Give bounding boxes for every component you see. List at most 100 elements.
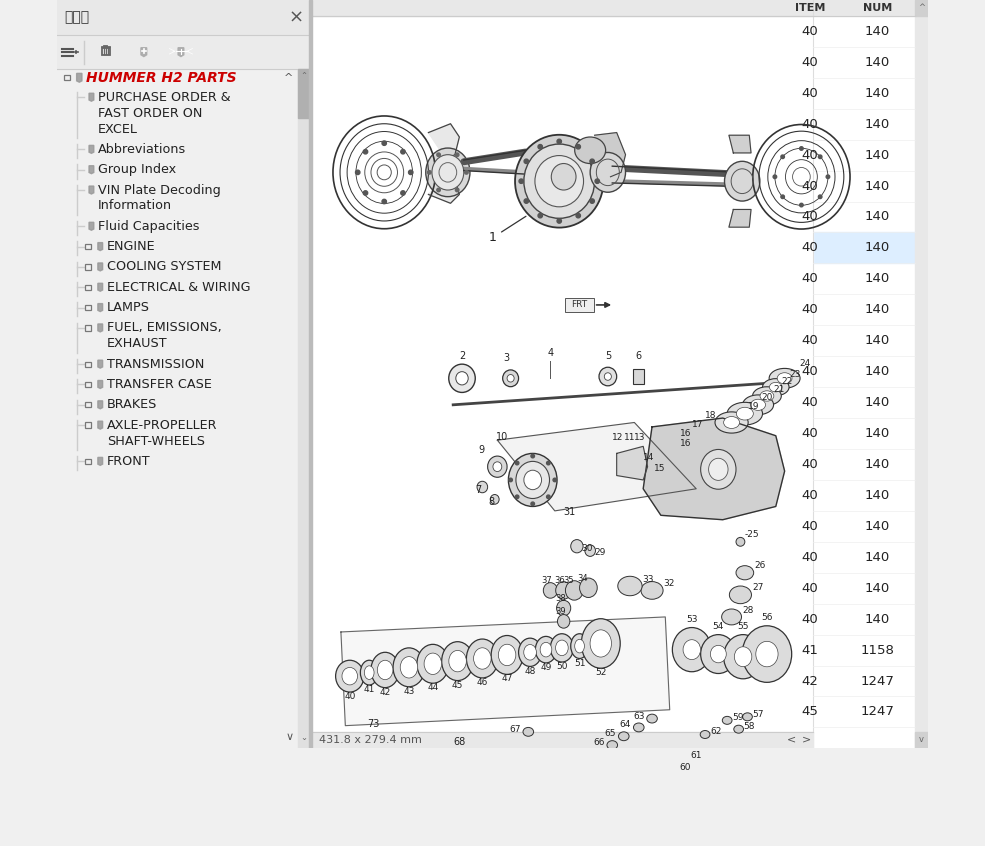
Ellipse shape xyxy=(440,765,519,832)
Text: 40: 40 xyxy=(802,241,819,255)
Text: SHAFT-WHEELS: SHAFT-WHEELS xyxy=(106,435,205,448)
Text: 140: 140 xyxy=(865,519,890,533)
Text: 8: 8 xyxy=(489,497,494,507)
Polygon shape xyxy=(341,617,670,726)
Circle shape xyxy=(538,145,543,149)
Text: 40: 40 xyxy=(802,334,819,347)
Ellipse shape xyxy=(743,395,773,415)
Text: TRANSFER CASE: TRANSFER CASE xyxy=(106,378,212,391)
Polygon shape xyxy=(643,418,785,519)
Ellipse shape xyxy=(426,148,470,196)
Text: 40: 40 xyxy=(802,458,819,471)
Circle shape xyxy=(509,478,512,481)
Ellipse shape xyxy=(673,628,711,672)
Circle shape xyxy=(356,170,360,174)
Bar xyxy=(915,732,928,748)
Circle shape xyxy=(531,502,535,506)
Bar xyxy=(297,69,309,118)
Text: 1247: 1247 xyxy=(861,674,894,688)
Ellipse shape xyxy=(708,459,728,481)
Circle shape xyxy=(547,495,550,498)
Text: NUM: NUM xyxy=(863,3,892,13)
Ellipse shape xyxy=(476,786,492,802)
Circle shape xyxy=(382,200,386,204)
Text: 140: 140 xyxy=(865,241,890,255)
Text: 56: 56 xyxy=(761,613,772,623)
Ellipse shape xyxy=(377,660,393,679)
Text: ∨: ∨ xyxy=(285,732,294,742)
Bar xyxy=(86,284,91,290)
Ellipse shape xyxy=(735,647,752,667)
Bar xyxy=(57,0,309,748)
Circle shape xyxy=(382,141,386,146)
Ellipse shape xyxy=(523,728,534,736)
Ellipse shape xyxy=(467,778,501,809)
Bar xyxy=(86,402,91,408)
Text: 65: 65 xyxy=(605,729,617,739)
Text: 140: 140 xyxy=(865,365,890,378)
Text: 3: 3 xyxy=(503,353,509,363)
Ellipse shape xyxy=(364,666,374,679)
Text: 40: 40 xyxy=(802,56,819,69)
Text: 50: 50 xyxy=(557,662,567,671)
Ellipse shape xyxy=(753,387,781,405)
Circle shape xyxy=(819,155,821,158)
Text: 60: 60 xyxy=(679,763,690,772)
Text: 46: 46 xyxy=(477,678,488,687)
Ellipse shape xyxy=(722,717,732,724)
Polygon shape xyxy=(89,222,94,230)
Text: 140: 140 xyxy=(865,613,890,626)
Circle shape xyxy=(401,190,405,195)
Text: 45: 45 xyxy=(802,706,819,718)
Text: 61: 61 xyxy=(690,751,702,761)
Text: 4: 4 xyxy=(548,349,554,358)
Text: 51: 51 xyxy=(574,658,585,667)
Text: 140: 140 xyxy=(865,272,890,285)
Text: 140: 140 xyxy=(865,582,890,595)
Text: v: v xyxy=(919,735,924,744)
Text: BRAKES: BRAKES xyxy=(106,398,157,411)
Circle shape xyxy=(363,190,367,195)
Ellipse shape xyxy=(647,714,657,723)
Bar xyxy=(297,69,309,748)
Text: 42: 42 xyxy=(802,674,819,688)
Text: 42: 42 xyxy=(379,688,391,697)
Text: 15: 15 xyxy=(654,464,665,473)
Ellipse shape xyxy=(540,642,552,657)
Text: 31: 31 xyxy=(563,508,576,517)
Polygon shape xyxy=(89,146,94,153)
Text: 40: 40 xyxy=(802,519,819,533)
Bar xyxy=(311,732,813,748)
Ellipse shape xyxy=(570,540,583,552)
Ellipse shape xyxy=(599,367,617,386)
Ellipse shape xyxy=(558,614,570,629)
Circle shape xyxy=(595,179,600,184)
Polygon shape xyxy=(98,263,102,271)
Ellipse shape xyxy=(734,725,744,733)
Circle shape xyxy=(736,537,745,547)
Text: 48: 48 xyxy=(524,667,536,675)
Text: 13: 13 xyxy=(634,433,646,442)
Ellipse shape xyxy=(724,634,762,678)
Polygon shape xyxy=(497,422,696,511)
Circle shape xyxy=(524,159,529,163)
Ellipse shape xyxy=(498,645,516,666)
Ellipse shape xyxy=(544,583,558,598)
Text: 26: 26 xyxy=(755,562,766,570)
Ellipse shape xyxy=(336,660,363,692)
Ellipse shape xyxy=(570,634,588,658)
Text: 23: 23 xyxy=(789,370,801,378)
Polygon shape xyxy=(89,93,94,102)
Bar xyxy=(311,0,928,748)
Text: 40: 40 xyxy=(802,551,819,563)
Text: 140: 140 xyxy=(865,334,890,347)
Ellipse shape xyxy=(516,461,550,498)
Text: 2: 2 xyxy=(459,351,465,361)
Text: 6: 6 xyxy=(635,351,642,361)
Ellipse shape xyxy=(669,766,679,774)
Text: 14: 14 xyxy=(643,453,655,463)
Text: 16: 16 xyxy=(681,439,691,448)
Circle shape xyxy=(491,763,494,766)
Text: 40: 40 xyxy=(344,692,356,701)
Ellipse shape xyxy=(619,732,629,741)
